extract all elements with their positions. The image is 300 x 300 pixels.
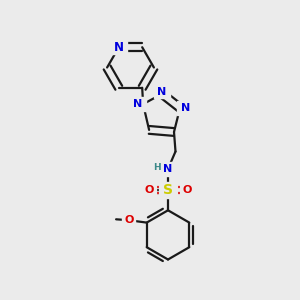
Text: N: N — [158, 86, 166, 97]
Bar — [142, 184, 156, 196]
Bar — [154, 85, 170, 98]
Bar — [159, 182, 177, 198]
Bar — [180, 184, 194, 196]
Text: N: N — [133, 99, 142, 109]
Bar — [110, 40, 127, 54]
Text: O: O — [144, 185, 154, 195]
Text: O: O — [182, 185, 192, 195]
Text: N: N — [181, 103, 190, 113]
Bar — [129, 98, 146, 111]
Text: H: H — [153, 163, 160, 172]
Text: N: N — [114, 41, 124, 54]
Bar — [177, 101, 194, 115]
Bar — [151, 162, 162, 173]
Text: N: N — [164, 164, 172, 174]
Bar — [122, 214, 135, 226]
Text: S: S — [163, 183, 173, 197]
Bar — [160, 162, 176, 176]
Text: O: O — [124, 215, 134, 225]
